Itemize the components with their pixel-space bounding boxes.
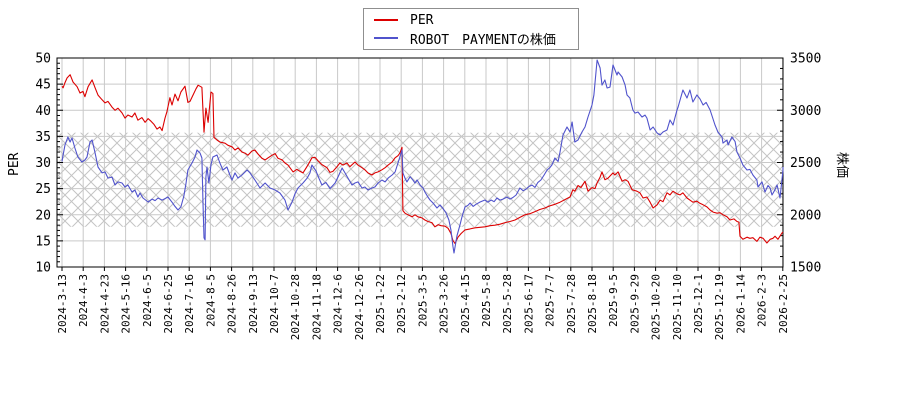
legend-item-stock-price: ROBOT PAYMENTの株価 — [370, 29, 572, 48]
gridlines — [57, 58, 784, 267]
svg-text:2000: 2000 — [790, 208, 821, 223]
svg-text:3000: 3000 — [790, 104, 821, 119]
left-axis-title: PER — [7, 152, 22, 176]
svg-text:2026-2-25: 2026-2-25 — [777, 274, 790, 334]
svg-text:2025-7-28: 2025-7-28 — [565, 274, 578, 334]
svg-text:2024-6-25: 2024-6-25 — [162, 274, 175, 334]
svg-text:2024-9-13: 2024-9-13 — [247, 274, 260, 334]
svg-text:2500: 2500 — [790, 156, 821, 171]
svg-text:2025-9-29: 2025-9-29 — [628, 274, 641, 334]
svg-text:2025-6-17: 2025-6-17 — [522, 274, 535, 334]
svg-text:2024-7-16: 2024-7-16 — [183, 274, 196, 334]
hatched-band — [57, 132, 783, 227]
svg-text:20: 20 — [35, 208, 51, 223]
axis-ticks — [57, 57, 784, 271]
svg-text:2025-4-15: 2025-4-15 — [459, 274, 472, 334]
stock-line-swatch-icon — [374, 37, 398, 39]
svg-text:15: 15 — [35, 234, 51, 249]
svg-text:35: 35 — [35, 130, 51, 145]
svg-text:2024-5-16: 2024-5-16 — [120, 274, 133, 334]
svg-text:2025-12-1: 2025-12-1 — [692, 274, 705, 334]
svg-text:2024-10-7: 2024-10-7 — [268, 274, 281, 334]
svg-text:2024-6-5: 2024-6-5 — [141, 274, 154, 327]
right-axis-tick-labels: 1500 2000 2500 3000 3500 — [790, 52, 821, 276]
svg-text:2025-10-20: 2025-10-20 — [650, 274, 663, 340]
svg-text:2024-11-18: 2024-11-18 — [310, 274, 323, 340]
chart-legend: PER ROBOT PAYMENTの株価 — [363, 8, 579, 50]
svg-text:2025-8-18: 2025-8-18 — [586, 274, 599, 334]
legend-label-stock-price: ROBOT PAYMENTの株価 — [410, 32, 556, 48]
svg-text:2024-3-13: 2024-3-13 — [56, 274, 69, 334]
per-line-swatch-icon — [374, 19, 398, 21]
svg-text:2025-1-22: 2025-1-22 — [374, 274, 387, 334]
svg-text:2024-12-6: 2024-12-6 — [332, 274, 345, 334]
svg-text:2025-5-28: 2025-5-28 — [501, 274, 514, 334]
svg-text:3500: 3500 — [790, 52, 821, 67]
svg-text:30: 30 — [35, 156, 51, 171]
legend-label-per: PER — [410, 12, 434, 28]
svg-text:2026-2-3: 2026-2-3 — [756, 274, 769, 327]
svg-text:2025-5-8: 2025-5-8 — [480, 274, 493, 327]
stock-price-series-line — [61, 59, 784, 254]
right-axis-title: 株価 — [834, 152, 849, 178]
svg-text:2025-3-26: 2025-3-26 — [438, 274, 451, 334]
svg-text:25: 25 — [35, 182, 51, 197]
svg-text:2024-8-5: 2024-8-5 — [204, 274, 217, 327]
svg-text:40: 40 — [35, 104, 51, 119]
svg-text:2025-9-5: 2025-9-5 — [607, 274, 620, 327]
svg-text:2024-10-28: 2024-10-28 — [289, 274, 302, 340]
svg-text:45: 45 — [35, 78, 51, 93]
svg-text:2025-11-10: 2025-11-10 — [671, 274, 684, 340]
svg-text:2026-1-14: 2026-1-14 — [734, 274, 747, 334]
per-series-line — [61, 74, 784, 245]
x-axis-tick-labels: 2024-3-13 2024-4-3 2024-4-23 2024-5-16 2024-… — [56, 274, 790, 341]
svg-text:2025-7-7: 2025-7-7 — [544, 274, 557, 327]
svg-text:2025-3-5: 2025-3-5 — [416, 274, 429, 327]
svg-text:2024-12-26: 2024-12-26 — [353, 274, 366, 340]
svg-text:2024-4-3: 2024-4-3 — [77, 274, 90, 327]
svg-text:10: 10 — [35, 261, 51, 276]
legend-item-per: PER — [370, 11, 572, 29]
svg-text:2024-8-26: 2024-8-26 — [226, 274, 239, 334]
left-axis-tick-labels: 10 15 20 25 30 35 40 45 50 — [35, 52, 51, 276]
svg-text:50: 50 — [35, 52, 51, 67]
svg-text:2025-12-19: 2025-12-19 — [713, 274, 726, 340]
svg-text:2025-2-12: 2025-2-12 — [395, 274, 408, 334]
svg-text:1500: 1500 — [790, 261, 821, 276]
svg-text:2024-4-23: 2024-4-23 — [98, 274, 111, 334]
